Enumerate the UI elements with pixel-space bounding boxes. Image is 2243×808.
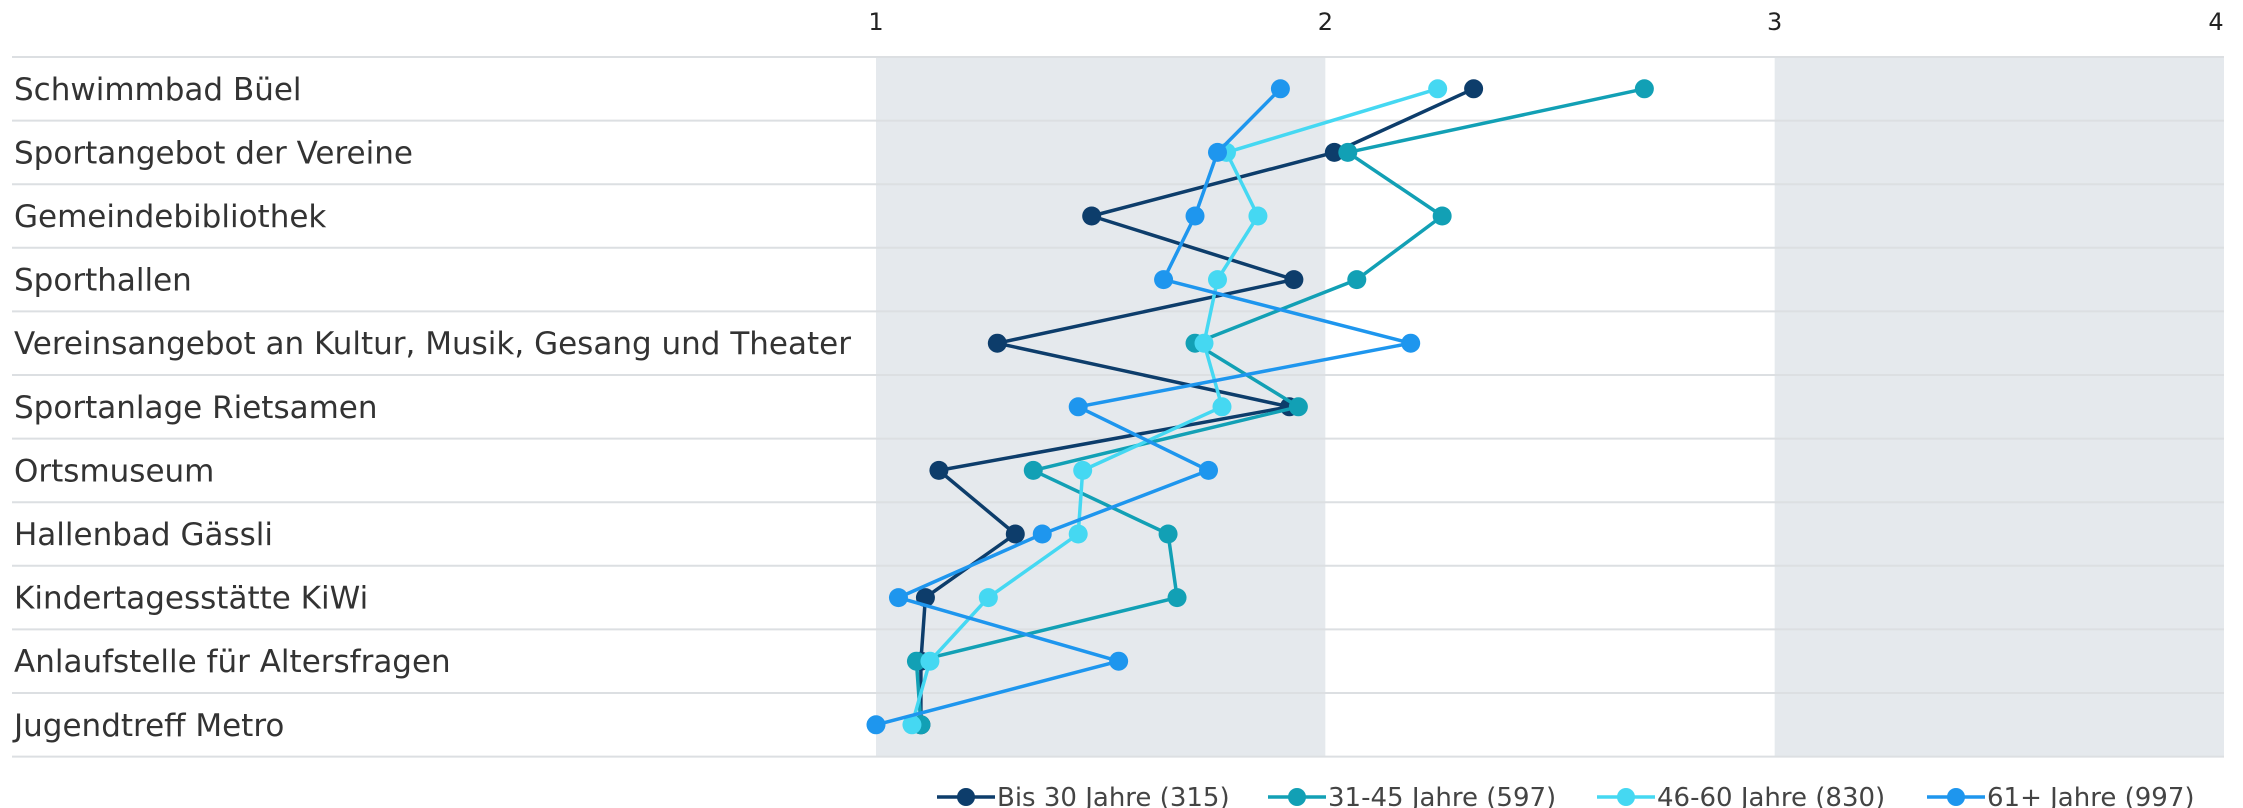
data-point [1082, 206, 1102, 226]
category-label: Schwimmbad Büel [14, 72, 302, 108]
legend-label: Bis 30 Jahre (315) [997, 783, 1230, 808]
category-label: Jugendtreff Metro [12, 708, 284, 744]
category-label: Hallenbad Gässli [14, 517, 273, 553]
data-point [1185, 206, 1205, 226]
category-labels: Schwimmbad Büel Sportangebot der Vereine G… [12, 72, 851, 744]
data-point [1428, 79, 1448, 99]
x-tick-label: 3 [1767, 8, 1782, 36]
data-point [1401, 333, 1421, 353]
category-label: Kindertagesstätte KiWi [14, 581, 368, 617]
data-point [1032, 524, 1052, 544]
data-point [1167, 588, 1187, 608]
legend-item: 61+ Jahre (997) [1927, 783, 2195, 808]
data-point [1270, 79, 1290, 99]
data-point [1109, 651, 1129, 671]
legend-marker [1617, 788, 1635, 806]
data-point [888, 588, 908, 608]
category-label: Sporthallen [14, 263, 192, 299]
data-point [978, 588, 998, 608]
category-label: Sportanlage Rietsamen [14, 390, 378, 426]
data-point [1073, 460, 1093, 480]
data-point [866, 715, 886, 735]
data-point [906, 651, 926, 671]
series-lines [866, 79, 1654, 735]
legend-marker [1947, 788, 1965, 806]
data-point [1288, 397, 1308, 417]
data-point [1158, 524, 1178, 544]
category-label: Anlaufstelle für Altersfragen [14, 644, 451, 680]
legend-item: Bis 30 Jahre (315) [937, 783, 1230, 808]
legend-marker [957, 788, 975, 806]
legend: Bis 30 Jahre (315) 31-45 Jahre (597) 46-60… [937, 783, 2195, 808]
data-point [1154, 270, 1174, 290]
x-tick-label: 2 [1318, 8, 1333, 36]
category-label: Gemeindebibliothek [14, 199, 326, 235]
x-axis-ticks: 1 2 3 4 [868, 8, 2223, 36]
legend-item: 31-45 Jahre (597) [1268, 783, 1556, 808]
plot-band [876, 57, 1326, 757]
x-tick-label: 4 [2208, 8, 2223, 36]
data-point [1199, 460, 1219, 480]
data-point [1207, 142, 1227, 162]
data-point [929, 460, 949, 480]
data-point [1068, 397, 1088, 417]
data-point [1432, 206, 1452, 226]
legend-label: 46-60 Jahre (830) [1657, 783, 1885, 808]
data-point [1248, 206, 1268, 226]
data-point [1207, 270, 1227, 290]
data-point [1194, 333, 1214, 353]
legend-label: 31-45 Jahre (597) [1328, 783, 1556, 808]
legend-label: 61+ Jahre (997) [1987, 783, 2195, 808]
series-4 [866, 79, 1421, 735]
data-point [1068, 524, 1088, 544]
data-point [1023, 460, 1043, 480]
data-point [920, 651, 940, 671]
data-point [1634, 79, 1654, 99]
x-tick-label: 1 [868, 8, 883, 36]
legend-marker [1288, 788, 1306, 806]
legend-item: 46-60 Jahre (830) [1597, 783, 1885, 808]
data-point [1347, 270, 1367, 290]
plot-band [1774, 57, 2224, 757]
data-point [1464, 79, 1484, 99]
data-point [1324, 142, 1344, 162]
category-label: Sportangebot der Vereine [14, 135, 413, 171]
data-point [987, 333, 1007, 353]
data-point [1338, 142, 1358, 162]
data-point [902, 715, 922, 735]
category-label: Vereinsangebot an Kultur, Musik, Gesang … [14, 326, 851, 362]
data-point [1212, 397, 1232, 417]
category-label: Ortsmuseum [14, 453, 214, 489]
data-point [1005, 524, 1025, 544]
data-point [1284, 270, 1304, 290]
